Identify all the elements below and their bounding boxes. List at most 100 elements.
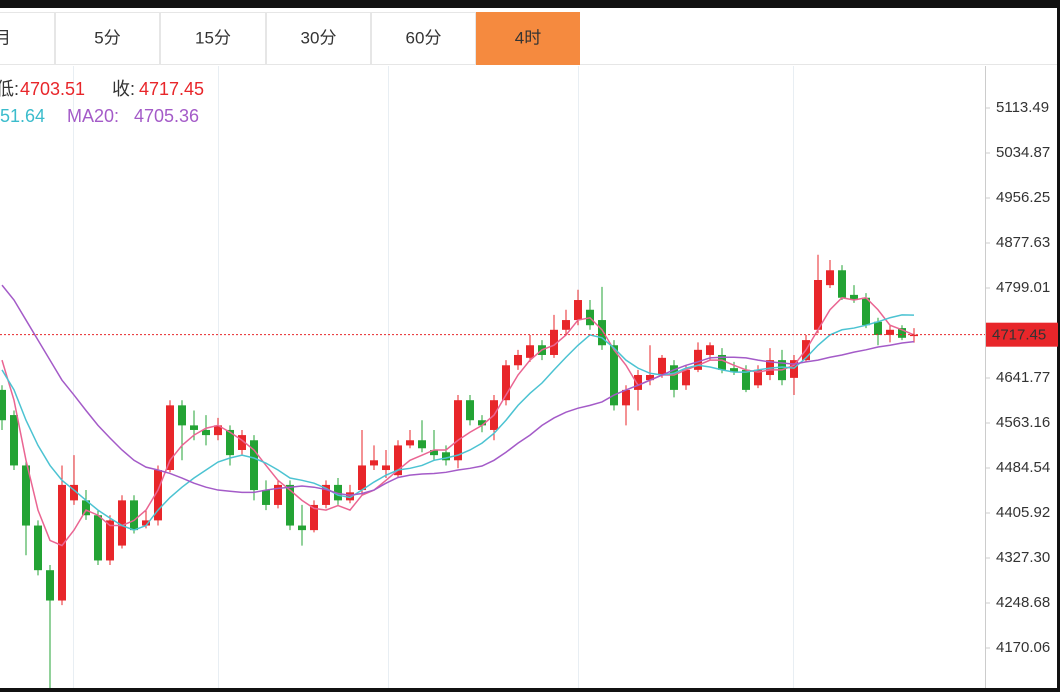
- candle-body: [130, 500, 138, 531]
- ma-line: [1, 284, 915, 496]
- candle-body: [682, 369, 690, 386]
- candle-body: [694, 349, 702, 370]
- tab-label[interactable]: 5分: [94, 28, 120, 47]
- candle-body: [898, 328, 906, 338]
- candle-body: [442, 452, 450, 461]
- candle-body: [730, 368, 738, 373]
- candle-body: [94, 515, 102, 561]
- y-tick-label: 4563.16: [996, 414, 1050, 431]
- candle-body: [610, 345, 618, 406]
- legend-close-label: 收:: [112, 79, 135, 99]
- candle-body: [562, 320, 570, 330]
- candle-body: [838, 270, 846, 298]
- candle-body: [514, 354, 522, 366]
- current-price-box: [986, 322, 1058, 347]
- candle-body: [526, 345, 534, 358]
- candle-body: [142, 520, 150, 526]
- candle-body: [22, 465, 30, 526]
- candle-body: [118, 500, 126, 546]
- tab-background: [55, 12, 160, 65]
- y-tick-label: 4799.01: [996, 279, 1050, 296]
- candle-body: [298, 525, 306, 531]
- candle-body: [634, 375, 642, 390]
- candle-body: [658, 357, 666, 376]
- candle-body: [34, 525, 42, 571]
- candle-body: [58, 484, 66, 601]
- candle-body: [286, 484, 294, 526]
- candle-body: [370, 460, 378, 466]
- candle-body: [250, 440, 258, 491]
- candle-body: [226, 429, 234, 456]
- candle-body: [502, 365, 510, 401]
- candle-body: [358, 465, 366, 491]
- candle-body: [550, 329, 558, 355]
- candle-body: [718, 354, 726, 370]
- screen-edge-top: [0, 0, 1060, 8]
- candle-body: [0, 389, 6, 421]
- candle-body: [850, 294, 858, 301]
- current-price-label: 4717.45: [992, 327, 1046, 344]
- y-tick-label: 4484.54: [996, 459, 1050, 476]
- tab-label[interactable]: 月: [0, 28, 11, 47]
- candle-body: [430, 449, 438, 456]
- candle-body: [70, 484, 78, 501]
- tab-background: [476, 12, 580, 65]
- candle-body: [790, 360, 798, 378]
- candle-body: [418, 440, 426, 449]
- y-tick-label: 4327.30: [996, 549, 1050, 566]
- tab-background: [160, 12, 266, 65]
- tab-label[interactable]: 60分: [406, 28, 442, 47]
- candle-body: [166, 405, 174, 471]
- candle-body: [82, 500, 90, 516]
- y-tick-label: 4405.92: [996, 504, 1050, 521]
- candle-body: [406, 440, 414, 446]
- candle-body: [106, 520, 114, 561]
- tab-background: [266, 12, 371, 65]
- candle-body: [754, 369, 762, 386]
- candle-body: [178, 405, 186, 426]
- plot: 4717.45: [0, 254, 1058, 691]
- candle-body: [622, 389, 630, 406]
- y-tick-label: 4956.25: [996, 189, 1050, 206]
- candle-body: [274, 484, 282, 505]
- candle-body: [826, 270, 834, 286]
- candle-body: [46, 570, 54, 601]
- candle-body: [334, 484, 342, 501]
- tab-background: [371, 12, 476, 65]
- y-tick-label: 4641.77: [996, 369, 1050, 386]
- y-axis: 5113.49 5034.87 4956.25 4877.63 4799.01 4641.…: [985, 99, 1050, 656]
- candle-body: [154, 470, 162, 521]
- y-tick-label: 5113.49: [996, 99, 1049, 116]
- candle-body: [10, 415, 18, 466]
- candle-body: [574, 300, 582, 321]
- tab-label[interactable]: 4时: [515, 28, 541, 47]
- tab-label[interactable]: 30分: [301, 28, 337, 47]
- candle-body: [886, 329, 894, 335]
- y-tick-label: 4248.68: [996, 594, 1050, 611]
- screen-edge-right: [1057, 0, 1060, 692]
- candle-body: [862, 297, 870, 326]
- candle-body: [238, 435, 246, 450]
- legend-low-value: 4703.51: [20, 79, 85, 99]
- legend-ma20-label: MA20:: [67, 106, 119, 126]
- candle-body: [262, 490, 270, 505]
- ma-line: [1, 296, 915, 547]
- screen-edge-bottom: [0, 688, 1060, 692]
- candle-body: [382, 465, 390, 471]
- candle-body: [874, 321, 882, 335]
- tab-label[interactable]: 15分: [195, 28, 231, 47]
- y-tick-label: 4877.63: [996, 234, 1050, 251]
- candle-body: [910, 334, 918, 337]
- candle-body: [670, 365, 678, 390]
- ma-line: [1, 314, 915, 531]
- candle-body: [598, 320, 606, 346]
- candle-body: [214, 425, 222, 436]
- candle-body: [742, 369, 750, 390]
- candle-body: [706, 345, 714, 355]
- candle-body: [478, 420, 486, 426]
- candle-body: [394, 445, 402, 476]
- legend-close-value: 4717.45: [139, 79, 204, 99]
- tabs: 月 5分 15分 30分 60分 4时: [0, 12, 580, 65]
- y-tick-label: 5034.87: [996, 144, 1050, 161]
- legend-ma10: 51.64: [0, 106, 45, 126]
